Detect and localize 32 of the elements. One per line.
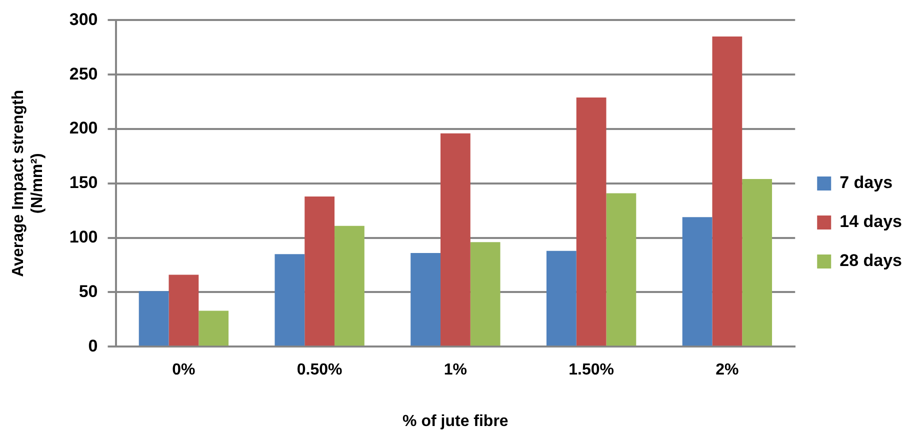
x-tick-label: 0.50%: [296, 362, 342, 379]
bar: [304, 196, 335, 346]
legend-label: 14 days: [840, 212, 902, 232]
bar: [334, 226, 364, 346]
bar: [410, 253, 440, 346]
y-tick-label: 0: [88, 336, 98, 356]
x-tick-label: 0%: [172, 362, 196, 379]
bar: [576, 97, 606, 346]
bar: [440, 133, 470, 346]
y-axis-title: Average Impact strength (N/mm²): [10, 90, 46, 277]
y-tick-label: 100: [69, 227, 98, 246]
legend-label: 28 days: [840, 251, 902, 270]
bar: [742, 179, 772, 346]
bar: [682, 217, 712, 346]
bar: [138, 291, 169, 346]
x-tick-label: 1.50%: [568, 362, 614, 379]
bar: [470, 242, 500, 346]
x-tick-label: 2%: [716, 362, 739, 379]
y-tick-label: 50: [78, 282, 98, 301]
bar: [274, 254, 305, 346]
y-tick-label: 300: [69, 10, 98, 29]
bar: [712, 36, 742, 346]
x-axis-title: % of jute fibre: [402, 412, 508, 430]
bar: [606, 193, 636, 346]
bar: [168, 274, 199, 346]
x-tick-label: 1%: [444, 362, 468, 379]
legend-label: 7 days: [840, 173, 893, 192]
y-tick-label: 250: [69, 64, 98, 84]
y-tick-label: 150: [69, 173, 98, 192]
y-tick-label: 200: [69, 118, 98, 138]
bar: [546, 250, 576, 346]
bar: [198, 310, 229, 346]
